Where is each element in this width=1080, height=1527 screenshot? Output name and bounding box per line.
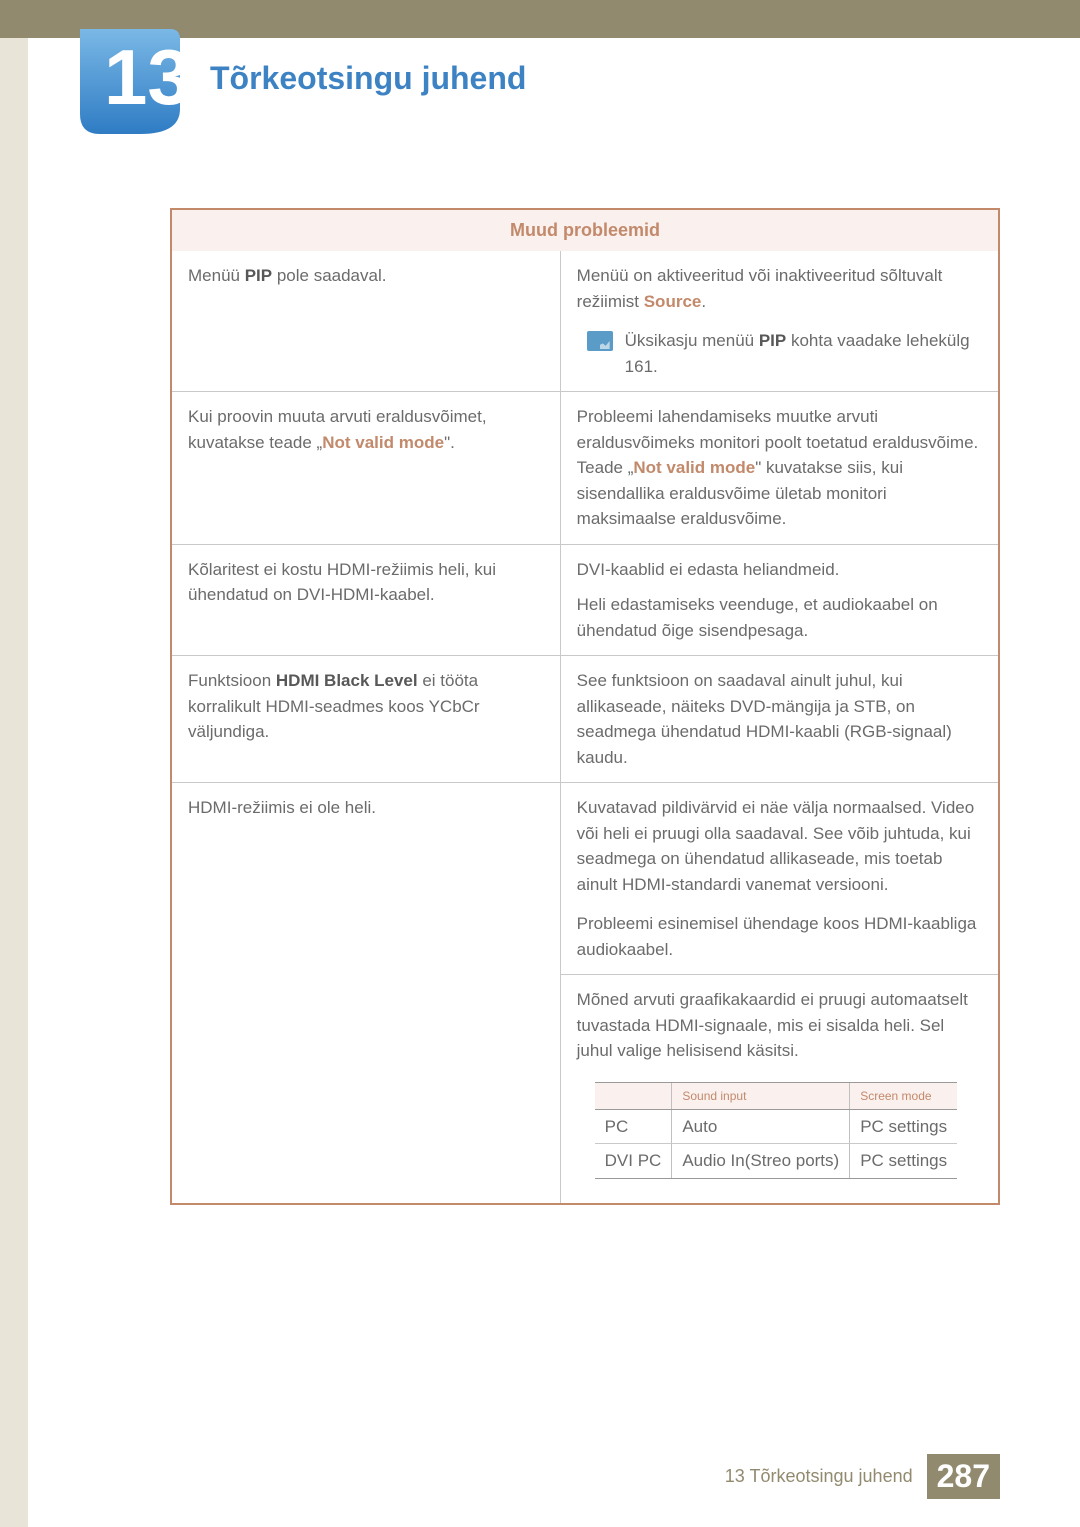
chapter-number-icon: 13 — [70, 24, 190, 149]
text-span: See funktsioon on saadaval ainult juhul,… — [577, 671, 952, 767]
text-span: Üksikasju menüü — [625, 331, 759, 350]
text-span: pole saadaval. — [272, 266, 386, 285]
mini-table-cell: PC settings — [850, 1109, 957, 1144]
mini-table-header: Screen mode — [850, 1082, 957, 1109]
mini-table-header: Sound input — [672, 1082, 850, 1109]
text-span: Not valid mode — [633, 458, 755, 477]
solution-cell: Menüü on aktiveeritud või inaktiveeritud… — [560, 251, 999, 392]
solution-text: Probleemi esinemisel ühendage koos HDMI-… — [577, 911, 982, 962]
page-title: Tõrkeotsingu juhend — [210, 60, 526, 97]
mini-table-cell: PC settings — [850, 1144, 957, 1179]
solution-text: Mõned arvuti graafikakaardid ei pruugi a… — [577, 987, 982, 1064]
mini-table-cell: PC — [595, 1109, 672, 1144]
problem-cell: Menüü PIP pole saadaval. — [171, 251, 560, 392]
solution-cell: Probleemi lahendamiseks muutke arvuti er… — [560, 392, 999, 545]
page-number: 287 — [927, 1454, 1000, 1499]
text-span: Funktsioon — [188, 671, 276, 690]
text-span: HDMI-režiimis ei ole heli. — [188, 798, 376, 817]
solution-text: Kuvatavad pildivärvid ei näe välja norma… — [577, 795, 982, 897]
text-span: Menüü — [188, 266, 245, 285]
troubleshooting-table: Muud probleemid Menüü PIP pole saadaval.… — [170, 208, 1000, 1205]
solution-text: DVI-kaablid ei edasta heliandmeid. — [577, 557, 982, 583]
content-area: Muud probleemid Menüü PIP pole saadaval.… — [170, 208, 1000, 1205]
settings-mini-table: Sound inputScreen mode PCAutoPC settings D… — [595, 1082, 957, 1179]
text-span: HDMI Black Level — [276, 671, 418, 690]
text-span: PIP — [245, 266, 272, 285]
mini-table-cell: Auto — [672, 1109, 850, 1144]
note-box: Üksikasju menüü PIP kohta vaadake lehekü… — [577, 328, 982, 379]
problem-cell: HDMI-režiimis ei ole heli. — [171, 783, 560, 1204]
text-span: PIP — [759, 331, 786, 350]
text-span: ". — [444, 433, 455, 452]
solution-cell: See funktsioon on saadaval ainult juhul,… — [560, 656, 999, 783]
page-header: 13 Tõrkeotsingu juhend — [0, 38, 1080, 148]
svg-text:13: 13 — [104, 33, 190, 121]
table-row: Funktsioon HDMI Black Level ei tööta kor… — [171, 656, 999, 783]
solution-cell: Kuvatavad pildivärvid ei näe välja norma… — [560, 783, 999, 1204]
table-row: Kõlaritest ei kostu HDMI-režiimis heli, … — [171, 544, 999, 656]
page-footer: 13 Tõrkeotsingu juhend 287 — [725, 1454, 1000, 1499]
mini-table-cell: DVI PC — [595, 1144, 672, 1179]
text-span: Source — [644, 292, 702, 311]
solution-cell: DVI-kaablid ei edasta heliandmeid. Heli e… — [560, 544, 999, 656]
left-stripe — [0, 38, 28, 1527]
text-span: Not valid mode — [322, 433, 444, 452]
text-span: Kõlaritest ei kostu HDMI-režiimis heli, … — [188, 560, 496, 605]
text-span: . — [701, 292, 706, 311]
mini-table-cell: Audio In(Streo ports) — [672, 1144, 850, 1179]
table-row: Menüü PIP pole saadaval. Menüü on aktivee… — [171, 251, 999, 392]
text-span: Menüü on aktiveeritud või inaktiveeritud… — [577, 266, 943, 311]
footer-text: 13 Tõrkeotsingu juhend — [725, 1466, 913, 1487]
problem-cell: Funktsioon HDMI Black Level ei tööta kor… — [171, 656, 560, 783]
problem-cell: Kõlaritest ei kostu HDMI-režiimis heli, … — [171, 544, 560, 656]
table-row: Kui proovin muuta arvuti eraldusvõimet, … — [171, 392, 999, 545]
solution-subsection: Mõned arvuti graafikakaardid ei pruugi a… — [561, 974, 998, 1179]
solution-text: Heli edastamiseks veenduge, et audiokaab… — [577, 592, 982, 643]
mini-table-header — [595, 1082, 672, 1109]
problem-cell: Kui proovin muuta arvuti eraldusvõimet, … — [171, 392, 560, 545]
note-icon — [587, 331, 613, 351]
table-header: Muud probleemid — [171, 209, 999, 251]
note-text: Üksikasju menüü PIP kohta vaadake lehekü… — [625, 328, 982, 379]
table-row: HDMI-režiimis ei ole heli. Kuvatavad pild… — [171, 783, 999, 1204]
